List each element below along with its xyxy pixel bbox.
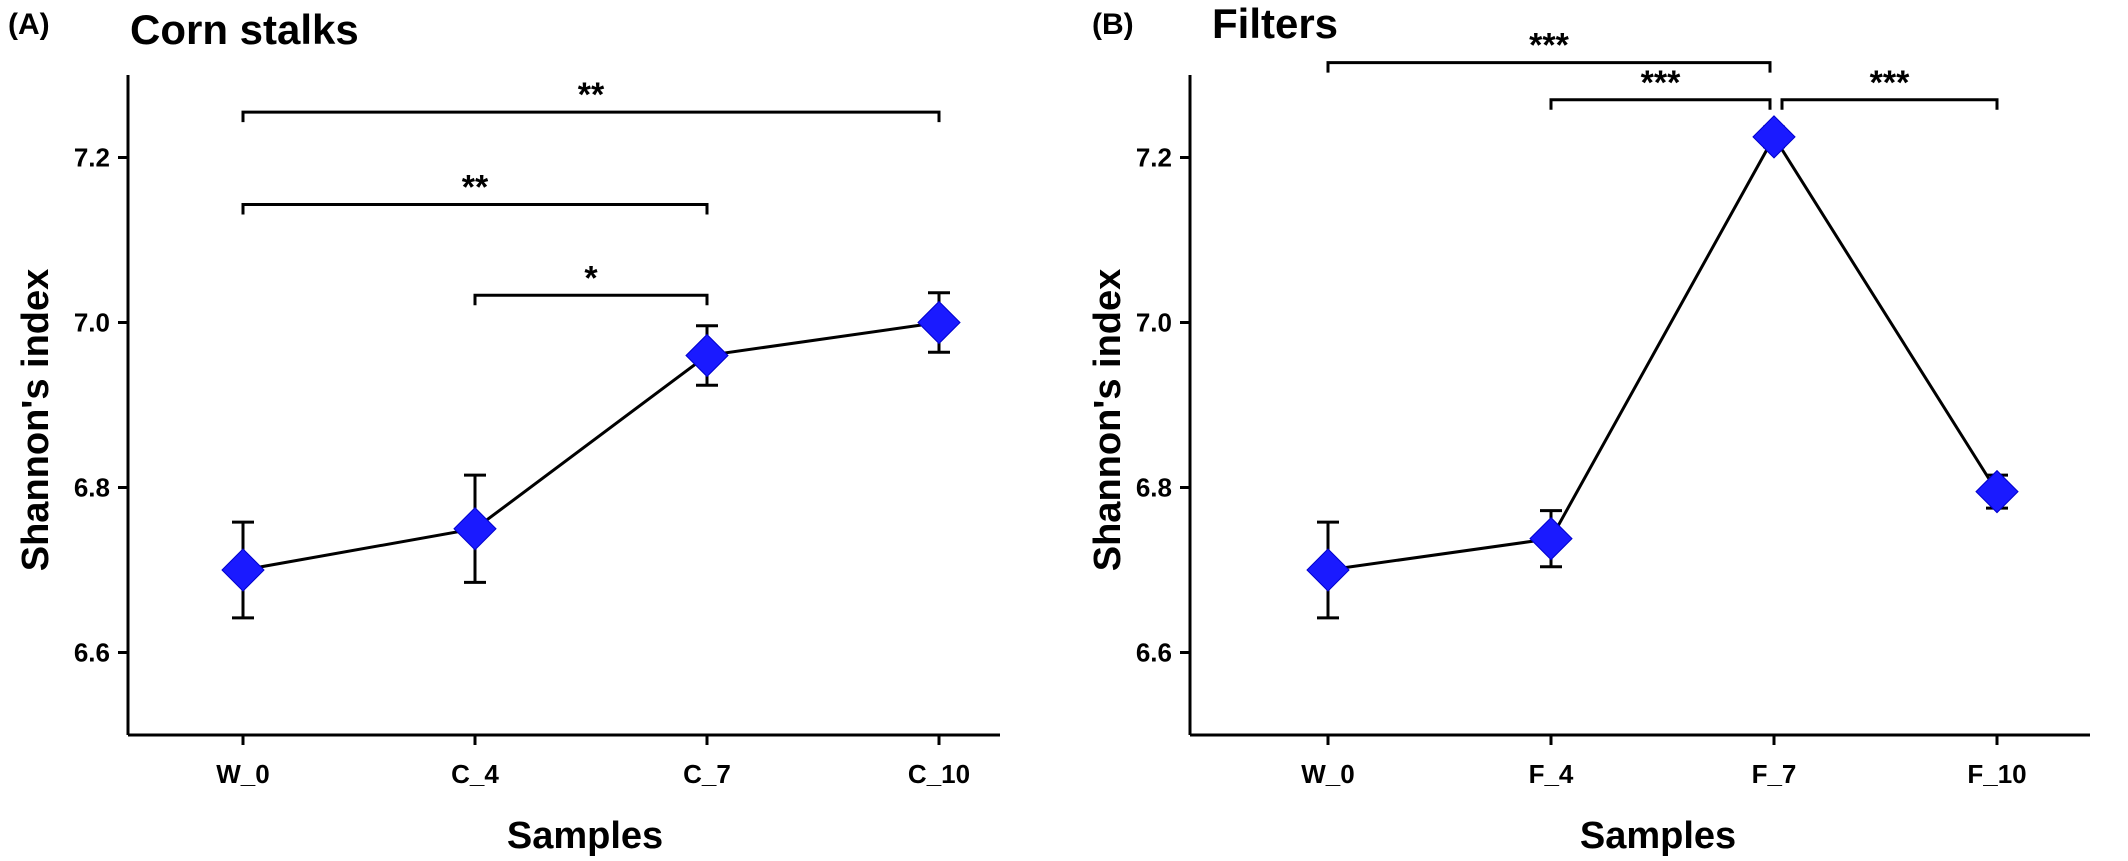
series-line [242,321,940,572]
data-point-marker [685,333,729,378]
panel-label: (B) [1092,8,1134,41]
significance-bracket: * [473,259,709,306]
series-line [1327,133,1999,572]
data-point-marker [1752,115,1796,159]
y-tick-label: 7.2 [74,143,110,173]
y-tick-label: 6.8 [1136,473,1172,503]
y-tick-label: 6.6 [74,638,110,668]
x-tick-label: F_4 [1529,759,1574,789]
significance-label: *** [1870,64,1910,102]
y-tick-label: 7.2 [1136,143,1172,173]
data-point-marker [221,548,265,592]
x-tick-label: F_7 [1752,759,1797,789]
y-tick-label: 6.6 [1136,638,1172,668]
significance-bracket: *** [1780,64,1999,110]
panel-label: (A) [8,8,50,41]
x-tick-label: W_0 [216,759,269,789]
data-point-marker [1306,548,1350,592]
y-tick-label: 7.0 [1136,308,1172,338]
significance-label: *** [1641,64,1681,102]
significance-bracket: ** [241,169,709,215]
significance-label: ** [578,76,605,114]
x-tick-label: C_7 [683,759,731,789]
y-axis-title: Shannon's index [15,269,57,572]
data-point-marker [1529,516,1573,561]
chart-title: Corn stalks [130,6,359,53]
x-tick-label: C_10 [908,759,970,789]
panel-corn-stalks: (A) Corn stalks 6.6 6.8 7.0 7.2 W_0 C_4 C_7 C_10 S… [8,6,1000,857]
data-point-marker [453,507,497,551]
significance-label: * [584,259,598,297]
y-tick-label: 6.8 [74,473,110,503]
x-tick-label: F_10 [1967,759,2026,789]
x-axis-title: Samples [1580,815,1736,857]
y-axis-title: Shannon's index [1087,269,1129,572]
data-point-marker [917,300,961,345]
x-tick-label: W_0 [1301,759,1354,789]
panel-filters: (B) Filters 6.6 6.8 7.0 7.2 W_0 F_4 F_7 F_10 Sampl… [1087,0,2090,857]
chart-title: Filters [1212,0,1338,47]
significance-label: ** [462,169,489,207]
significance-label: *** [1529,27,1569,65]
significance-bracket: ** [241,76,941,123]
data-point-marker [1975,469,2019,514]
y-tick-label: 7.0 [74,308,110,338]
significance-bracket: *** [1326,27,1772,73]
x-tick-label: C_4 [451,759,499,789]
x-axis-title: Samples [507,815,663,857]
significance-bracket: *** [1549,64,1772,110]
